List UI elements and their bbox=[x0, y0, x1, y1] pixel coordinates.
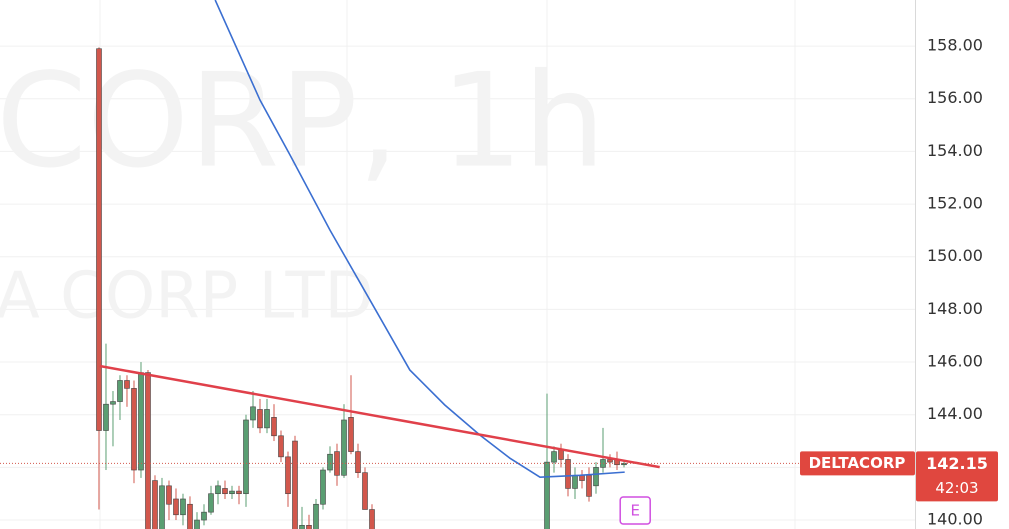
candle-body bbox=[593, 467, 599, 487]
candle-body bbox=[348, 417, 354, 452]
symbol-label-bg bbox=[800, 451, 915, 476]
price-axis: 140.00142.00144.00146.00148.00150.00152.… bbox=[927, 36, 983, 529]
candle-body bbox=[103, 403, 109, 431]
y-tick-label: 140.00 bbox=[927, 510, 983, 529]
candle-body bbox=[159, 485, 165, 529]
candle-body bbox=[208, 493, 214, 513]
candle-body bbox=[110, 401, 116, 405]
y-tick-label: 148.00 bbox=[927, 299, 983, 318]
candle-body bbox=[600, 459, 606, 468]
symbol-label: DELTACORP bbox=[809, 454, 906, 472]
earnings-marker-box[interactable] bbox=[619, 496, 651, 525]
watermark-symbol: CORP, 1h bbox=[0, 45, 606, 197]
candle-body bbox=[586, 474, 592, 497]
watermark-name: A CORP LTD bbox=[0, 260, 374, 334]
candle-body bbox=[327, 453, 333, 471]
candle-body bbox=[124, 380, 130, 389]
candle-body bbox=[607, 459, 613, 463]
candle-body bbox=[194, 519, 200, 529]
y-tick-label: 154.00 bbox=[927, 141, 983, 160]
candle-body bbox=[292, 440, 298, 529]
candle-body bbox=[138, 372, 144, 471]
candle-body bbox=[215, 485, 221, 495]
candle-body bbox=[278, 435, 284, 458]
candle-body bbox=[264, 409, 270, 429]
y-tick-label: 158.00 bbox=[927, 36, 983, 55]
candle-body bbox=[271, 417, 277, 437]
candle-body bbox=[229, 490, 235, 495]
candle-body bbox=[236, 490, 242, 495]
candle-body bbox=[117, 380, 123, 402]
candle-body bbox=[201, 511, 207, 521]
candle-body bbox=[222, 488, 228, 495]
candle-body bbox=[320, 469, 326, 505]
candle-body bbox=[299, 525, 305, 529]
candle-body bbox=[369, 509, 375, 529]
candle-body bbox=[166, 485, 172, 505]
candle-body bbox=[145, 372, 151, 529]
candle-body bbox=[243, 419, 249, 495]
y-tick-label: 150.00 bbox=[927, 246, 983, 265]
candle-body bbox=[572, 474, 578, 489]
candle-body bbox=[579, 474, 585, 481]
y-tick-label: 152.00 bbox=[927, 194, 983, 213]
candle-body bbox=[565, 459, 571, 489]
candle-body bbox=[250, 406, 256, 421]
price-label: 142.15 bbox=[926, 454, 988, 473]
candle-body bbox=[355, 451, 361, 473]
y-tick-label: 146.00 bbox=[927, 352, 983, 371]
y-tick-label: 156.00 bbox=[927, 88, 983, 107]
candle-body bbox=[257, 409, 263, 429]
candle-body bbox=[313, 503, 319, 529]
plot-area bbox=[0, 0, 915, 529]
moving-average bbox=[214, 0, 625, 478]
candle-body bbox=[306, 525, 312, 529]
price-label-bg bbox=[916, 451, 998, 502]
candle-body bbox=[341, 419, 347, 476]
candle-body bbox=[285, 456, 291, 495]
candle-body bbox=[180, 498, 186, 516]
earnings-marker-label[interactable]: E bbox=[630, 502, 639, 520]
y-tick-label: 144.00 bbox=[927, 404, 983, 423]
candle-body bbox=[173, 498, 179, 516]
candle-body bbox=[131, 388, 137, 471]
trendline bbox=[99, 364, 660, 469]
candle-body bbox=[152, 480, 158, 529]
countdown-label: 42:03 bbox=[935, 479, 978, 497]
candle-body bbox=[187, 503, 193, 529]
candle-body bbox=[551, 451, 557, 463]
candle-body bbox=[544, 461, 550, 529]
candle-body bbox=[362, 472, 368, 510]
candle-body bbox=[96, 48, 102, 431]
